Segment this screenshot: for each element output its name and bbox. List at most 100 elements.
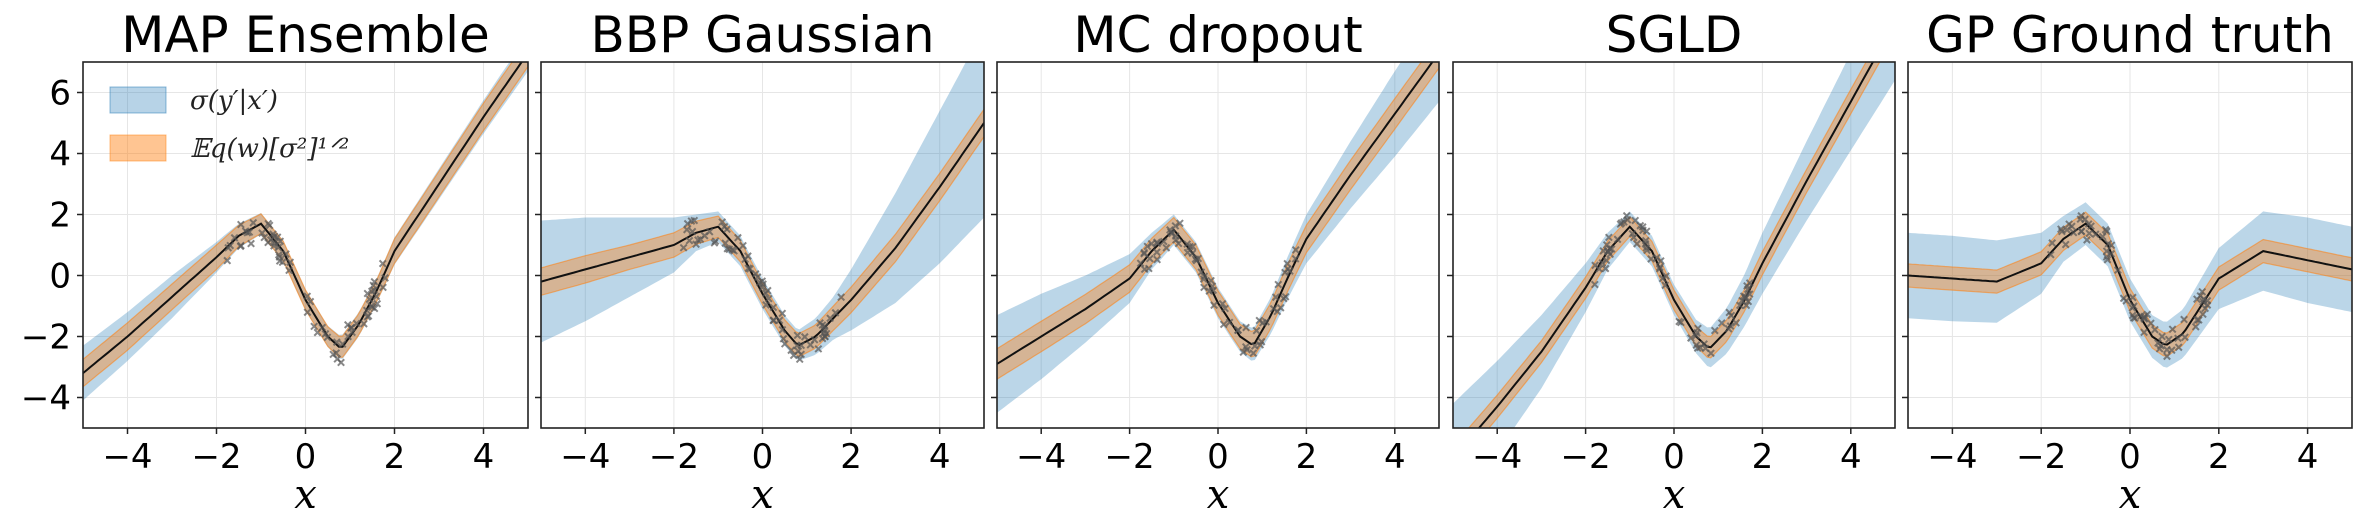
observation-point xyxy=(2077,227,2086,236)
observation-point xyxy=(1174,239,1183,248)
x-axis-label: x xyxy=(294,472,317,514)
observation-point xyxy=(1140,265,1149,274)
observation-point xyxy=(2128,293,2137,302)
observation-point xyxy=(2194,316,2203,324)
observation-point xyxy=(1262,317,1271,326)
observation-point xyxy=(2137,312,2145,320)
mean-line xyxy=(1477,62,1875,428)
observation-point xyxy=(685,236,694,245)
aleatoric-band-edge xyxy=(997,62,1423,350)
observation-point xyxy=(1641,240,1650,248)
observation-point xyxy=(1162,243,1171,252)
observation-point xyxy=(1631,216,1640,225)
observation-point xyxy=(1726,322,1735,330)
observation-point xyxy=(273,233,282,242)
observation-point xyxy=(2163,352,2171,361)
observation-point xyxy=(286,258,295,267)
observation-point xyxy=(1639,226,1647,235)
x-tick-label: 2 xyxy=(1752,437,1774,477)
observation-point xyxy=(2193,316,2202,324)
observation-point xyxy=(739,241,747,250)
observation-point xyxy=(323,333,332,342)
observation-point xyxy=(223,256,232,265)
x-tick-label: −4 xyxy=(560,437,610,477)
observation-point xyxy=(1604,233,1613,242)
observation-point xyxy=(243,228,252,237)
observation-point xyxy=(2107,241,2116,250)
x-tick-label: −2 xyxy=(1561,437,1611,477)
observation-point xyxy=(1152,238,1161,247)
observation-point xyxy=(2140,328,2148,337)
epistemic-band xyxy=(1453,62,1895,428)
observation-point xyxy=(306,297,315,306)
observation-point xyxy=(2180,315,2188,324)
x-tick-label: 2 xyxy=(384,437,406,477)
legend: σ(y′|x′) 𝔼q(w)[σ²]¹ᐟ² xyxy=(109,86,349,164)
observation-point xyxy=(2164,335,2173,344)
x-axis-label: x xyxy=(1663,472,1686,514)
observation-point xyxy=(303,292,312,301)
observation-point xyxy=(1598,259,1607,267)
observation-point xyxy=(1152,248,1161,257)
observation-point xyxy=(373,299,382,308)
aleatoric-band-edge xyxy=(1488,62,1881,428)
observation-point xyxy=(303,308,312,317)
panel-2: −4 −2 0 2 4 BBP Gaussian x xyxy=(535,6,985,514)
observation-point xyxy=(2198,287,2207,296)
observation-point xyxy=(372,292,381,301)
observation-point xyxy=(333,355,342,363)
aleatoric-band-edge xyxy=(1908,211,2352,334)
x-tick-label: −2 xyxy=(2016,437,2066,477)
aleatoric-band-edge xyxy=(83,62,513,360)
panel-1: −4 −2 0 2 4 −4 −2 0 2 4 6 MAP Ensemble x xyxy=(21,6,529,514)
observation-point xyxy=(1242,323,1250,332)
panel-3: −4 −2 0 2 4 MC dropout x xyxy=(991,6,1440,514)
observation-point xyxy=(721,239,730,248)
observation-point xyxy=(1145,254,1154,263)
x-axis-label: x xyxy=(751,472,774,514)
observation-point xyxy=(2191,322,2200,331)
observation-point xyxy=(2061,240,2070,249)
observation-point xyxy=(764,294,773,303)
x-tick-label: 4 xyxy=(2297,437,2319,477)
observation-point xyxy=(682,225,691,234)
observation-point xyxy=(1741,292,1750,301)
observation-point xyxy=(2113,266,2122,275)
observation-point xyxy=(789,351,798,360)
mean-line xyxy=(541,122,984,347)
y-tick-label: 2 xyxy=(49,196,71,236)
panel-title: SGLD xyxy=(1606,6,1743,64)
observation-point xyxy=(278,258,287,267)
epistemic-band xyxy=(541,62,984,361)
observation-point xyxy=(826,314,835,323)
observation-point xyxy=(778,309,787,318)
observation-point xyxy=(2158,332,2166,341)
observation-point xyxy=(1252,326,1261,335)
observation-point xyxy=(2057,225,2065,234)
observation-point xyxy=(2198,310,2207,319)
observation-point xyxy=(1207,276,1215,285)
observation-point xyxy=(780,339,789,348)
observation-point xyxy=(744,264,753,273)
observation-point xyxy=(1676,318,1685,327)
observation-point xyxy=(1745,279,1754,287)
x-tick-label: −4 xyxy=(1016,437,1066,477)
observation-point xyxy=(2087,222,2095,231)
observation-point xyxy=(1291,246,1300,254)
observation-point xyxy=(1249,349,1258,358)
observation-point xyxy=(723,225,731,234)
observation-point xyxy=(2168,325,2177,334)
observation-point xyxy=(2077,211,2086,220)
observation-point xyxy=(1647,255,1655,263)
observation-point xyxy=(1591,261,1600,270)
observation-point xyxy=(1225,318,1234,327)
x-axis-label: x xyxy=(2119,472,2142,514)
observation-point xyxy=(1200,283,1208,292)
mean-line xyxy=(83,62,523,374)
observation-point xyxy=(2069,228,2078,237)
observation-point xyxy=(837,293,846,302)
observation-point xyxy=(363,289,372,298)
observation-point xyxy=(688,227,697,236)
observation-point xyxy=(370,304,379,313)
observation-point xyxy=(1219,320,1228,329)
